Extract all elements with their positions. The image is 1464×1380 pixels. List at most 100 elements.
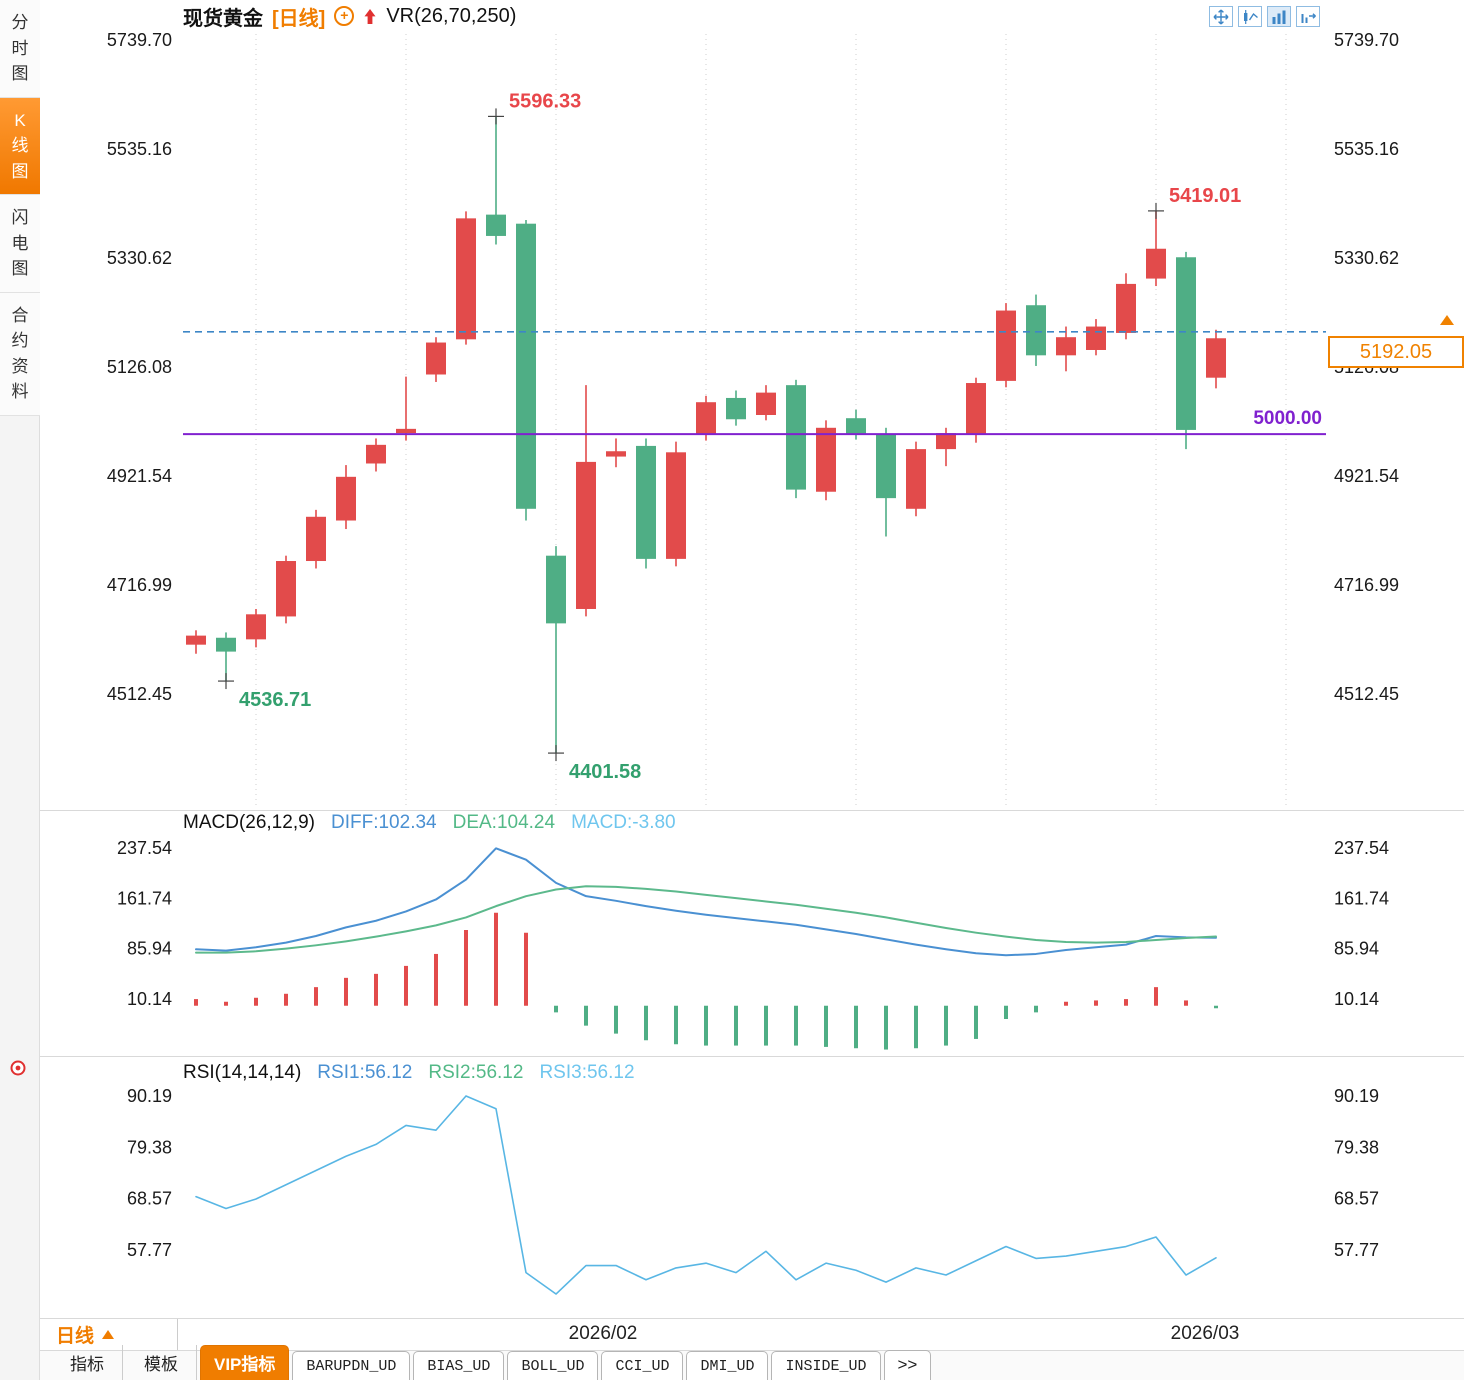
y-tick-label: 161.74	[117, 888, 172, 908]
bottom-tab-1[interactable]: 指标	[52, 1345, 123, 1380]
y-tick-label: 57.77	[1334, 1240, 1379, 1260]
candle-body	[306, 516, 326, 562]
candle-body	[216, 637, 236, 652]
chart-header: 现货黄金 [日线] VR(26,70,250)	[183, 3, 516, 30]
candle-body	[1176, 257, 1196, 430]
y-tick-label: 5739.70	[107, 30, 172, 50]
annotation-label: 5419.01	[1169, 185, 1241, 207]
x-axis-separator	[40, 1318, 1464, 1319]
macd-title: MACD(26,12,9)	[183, 812, 315, 833]
add-compare-icon[interactable]	[334, 6, 355, 26]
candle-body	[786, 385, 806, 490]
candle-body	[426, 342, 446, 375]
annotation-label: 5596.33	[509, 90, 581, 112]
candle-body	[486, 214, 506, 236]
bar-chart-icon[interactable]	[1267, 6, 1291, 27]
compare-chart-icon[interactable]	[1296, 6, 1320, 27]
candle-body	[366, 444, 386, 464]
candle-body	[516, 223, 536, 509]
bottom-tab-9[interactable]: INSIDE_UD	[771, 1351, 881, 1380]
kline-style-icon[interactable]	[1238, 6, 1262, 27]
candle-body	[726, 397, 746, 420]
y-tick-label: 5535.16	[107, 139, 172, 159]
pan-icon[interactable]	[1209, 6, 1233, 27]
rsi-line	[195, 1095, 1217, 1295]
candle-body	[276, 561, 296, 617]
candle-body	[456, 218, 476, 340]
up-arrow-icon	[363, 8, 377, 25]
candle-body	[816, 427, 836, 492]
rsi-header: RSI(14,14,14) RSI1:56.12 RSI2:56.12 RSI3…	[183, 1062, 635, 1084]
bottom-tab-8[interactable]: DMI_UD	[686, 1351, 769, 1380]
y-tick-label: 5330.62	[1334, 248, 1399, 268]
current-price-tag: 5192.05	[1328, 336, 1464, 368]
y-tick-label: 90.19	[1334, 1086, 1379, 1106]
candle-body	[1056, 337, 1076, 356]
price-marker-arrow-icon	[1440, 315, 1454, 325]
y-tick-label: 4512.45	[107, 684, 172, 704]
period-label[interactable]: [日线]	[272, 7, 326, 30]
x-axis-label-mar: 2026/03	[1170, 1323, 1240, 1344]
rsi-title: RSI(14,14,14)	[183, 1062, 302, 1083]
rsi2-value: RSI2:56.12	[428, 1062, 524, 1083]
candle-body	[756, 392, 776, 416]
bottom-tab-5[interactable]: BIAS_UD	[413, 1351, 505, 1380]
y-tick-label: 90.19	[127, 1086, 172, 1106]
candle-body	[636, 445, 656, 559]
sidebar-tab-kline-chart[interactable]: K线图	[0, 97, 40, 195]
candle-body	[606, 451, 626, 457]
candle-body	[396, 428, 416, 434]
candle-body	[576, 461, 596, 609]
candle-body	[936, 433, 956, 450]
macd-diff-value: DIFF:102.34	[331, 812, 437, 833]
y-tick-label: 85.94	[127, 939, 172, 959]
macd-dea-line	[195, 885, 1217, 954]
sidebar-tab-contract-info[interactable]: 合约资料	[0, 292, 40, 416]
layout-toolbar	[1209, 6, 1320, 27]
bottom-tab-4[interactable]: BARUPDN_UD	[292, 1351, 411, 1380]
symbol-name: 现货黄金	[183, 7, 263, 30]
rsi1-value: RSI1:56.12	[317, 1062, 413, 1083]
y-tick-label: 79.38	[1334, 1137, 1379, 1157]
candle-body	[696, 402, 716, 435]
bottom-tab-10[interactable]: >>	[883, 1350, 932, 1380]
bottom-tab-6[interactable]: BOLL_UD	[507, 1351, 599, 1380]
bottom-tab-3[interactable]: VIP指标	[200, 1345, 290, 1380]
candle-body	[1086, 326, 1106, 350]
hot-icon[interactable]	[8, 1058, 28, 1083]
period-selector[interactable]: 日线	[40, 1319, 178, 1350]
x-axis-label-feb: 2026/02	[568, 1323, 638, 1344]
candle-body	[1116, 283, 1136, 333]
candle-body	[906, 449, 926, 509]
bottom-tab-7[interactable]: CCI_UD	[601, 1351, 684, 1380]
period-text: 日线	[56, 1326, 95, 1347]
candle-body	[1206, 338, 1226, 378]
y-tick-label: 79.38	[127, 1137, 172, 1157]
y-tick-label: 4921.54	[1334, 466, 1399, 486]
candle-body	[1146, 248, 1166, 279]
candle-body	[876, 434, 896, 499]
rsi-panel-separator	[40, 1056, 1464, 1057]
sidebar-tab-time-chart[interactable]: 分时图	[0, 0, 40, 98]
y-tick-label: 5126.08	[107, 357, 172, 377]
y-tick-label: 4512.45	[1334, 684, 1399, 704]
y-tick-label: 4716.99	[107, 575, 172, 595]
annotation-label: 4401.58	[569, 761, 641, 783]
macd-macd-value: MACD:-3.80	[571, 812, 676, 833]
y-tick-label: 5330.62	[107, 248, 172, 268]
candle-body	[996, 310, 1016, 381]
candle-body	[666, 452, 686, 559]
y-tick-label: 68.57	[1334, 1189, 1379, 1209]
tabbar-separator	[40, 1350, 1464, 1351]
sidebar-tab-flash-chart[interactable]: 闪电图	[0, 195, 40, 293]
y-tick-label: 237.54	[117, 838, 172, 858]
y-tick-label: 57.77	[127, 1240, 172, 1260]
candle-body	[186, 635, 206, 645]
y-tick-label: 5535.16	[1334, 139, 1399, 159]
left-sidebar: 分时图 K线图 闪电图 合约资料	[0, 0, 40, 1380]
candle-body	[846, 418, 866, 435]
y-tick-label: 85.94	[1334, 939, 1379, 959]
candle-body	[966, 383, 986, 435]
bottom-tab-2[interactable]: 模板	[126, 1345, 197, 1380]
